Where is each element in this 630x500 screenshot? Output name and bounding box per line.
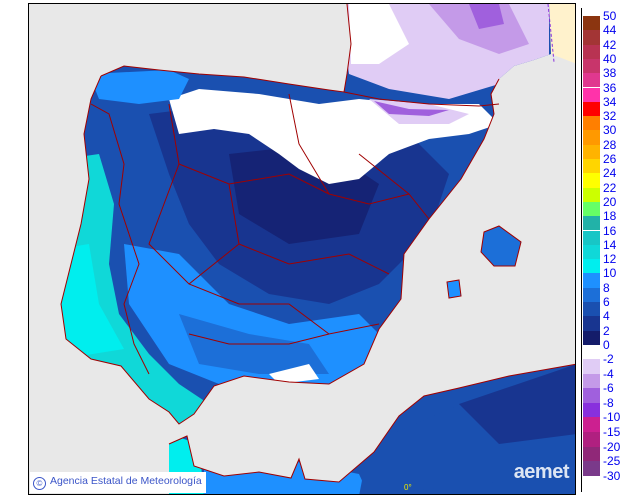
legend-label: 22: [603, 180, 617, 195]
legend-swatch: [583, 101, 600, 117]
legend-swatch: [583, 230, 600, 245]
legend-label: 10: [603, 266, 617, 281]
legend-label: 26: [603, 152, 617, 166]
legend-swatch: [583, 216, 600, 231]
legend-label: -2: [603, 352, 614, 366]
legend-label: 16: [603, 223, 617, 238]
legend-label: 40: [603, 51, 617, 66]
legend-label: -25: [603, 454, 621, 469]
legend-label: 28: [603, 137, 617, 152]
legend-label: 38: [603, 66, 617, 81]
legend-label: 0: [603, 337, 610, 352]
legend-swatch: [583, 130, 600, 145]
legend-divider: [581, 8, 582, 492]
legend-label: 8: [603, 280, 610, 295]
legend-swatch: [583, 316, 600, 331]
legend-swatch: [583, 402, 600, 418]
legend-swatch: [583, 388, 600, 403]
legend-label: 32: [603, 109, 617, 124]
legend-swatch: [583, 173, 600, 188]
legend-swatch: [583, 73, 600, 88]
legend-swatch: [583, 187, 600, 202]
legend-label: 2: [603, 323, 610, 338]
outside-domain-top: [349, 4, 575, 64]
aemet-watermark: aemet: [513, 461, 570, 483]
legend-label: -20: [603, 439, 621, 454]
legend-swatch: [583, 446, 600, 462]
legend-swatch: [583, 87, 600, 102]
legend-swatch: [583, 116, 600, 131]
legend-label: -8: [603, 395, 614, 410]
legend-swatch: [583, 302, 600, 317]
legend-label: 24: [603, 166, 617, 181]
legend-swatch: [583, 244, 600, 260]
copyright-icon: ©: [33, 477, 46, 490]
legend-label: 50: [603, 9, 617, 23]
legend-swatch: [583, 30, 600, 45]
temperature-map: © Agencia Estatal de Meteorología aemet: [28, 3, 576, 495]
legend-label: 18: [603, 209, 617, 224]
legend-label: 34: [603, 94, 617, 109]
legend-label: -6: [603, 381, 614, 396]
agency-credit: © Agencia Estatal de Meteorología: [30, 472, 206, 493]
legend-label: -10: [603, 410, 621, 425]
legend-swatch: [583, 259, 600, 274]
legend-swatch: [583, 287, 600, 302]
legend-label: 44: [603, 23, 617, 38]
legend-label: 42: [603, 37, 617, 52]
legend-label: 4: [603, 309, 610, 324]
legend-swatch: [583, 144, 600, 159]
legend-label: 14: [603, 237, 617, 252]
legend-swatch: [583, 359, 600, 374]
legend-label: 12: [603, 252, 617, 267]
legend-swatch: [583, 201, 600, 217]
legend-swatch: [583, 417, 600, 432]
legend-label: -4: [603, 366, 614, 381]
longitude-label: 0°: [404, 483, 412, 492]
legend-swatch: [583, 16, 600, 31]
agency-name: Agencia Estatal de Meteorología: [50, 475, 202, 487]
legend-swatch: [583, 58, 600, 74]
legend-label: 36: [603, 80, 617, 95]
legend-swatch: [583, 273, 600, 288]
legend-swatch: [583, 432, 600, 447]
legend-swatch: [583, 373, 600, 389]
legend-label: 20: [603, 194, 617, 209]
legend-label: -15: [603, 425, 621, 439]
legend-swatch: [583, 330, 600, 345]
temperature-legend: 50 44 42 40 38 36 34 32 30 28 26 24 22 20 18 16 14 12 10 8 6…: [583, 0, 630, 500]
legend-swatch: [583, 44, 600, 59]
legend-label: 6: [603, 295, 610, 309]
legend-swatch: [583, 159, 600, 174]
borders: [60, 4, 575, 483]
legend-label: 30: [603, 123, 617, 138]
map-canvas: [60, 4, 575, 494]
legend-swatch: [583, 461, 600, 476]
legend-label: -30: [603, 468, 621, 483]
